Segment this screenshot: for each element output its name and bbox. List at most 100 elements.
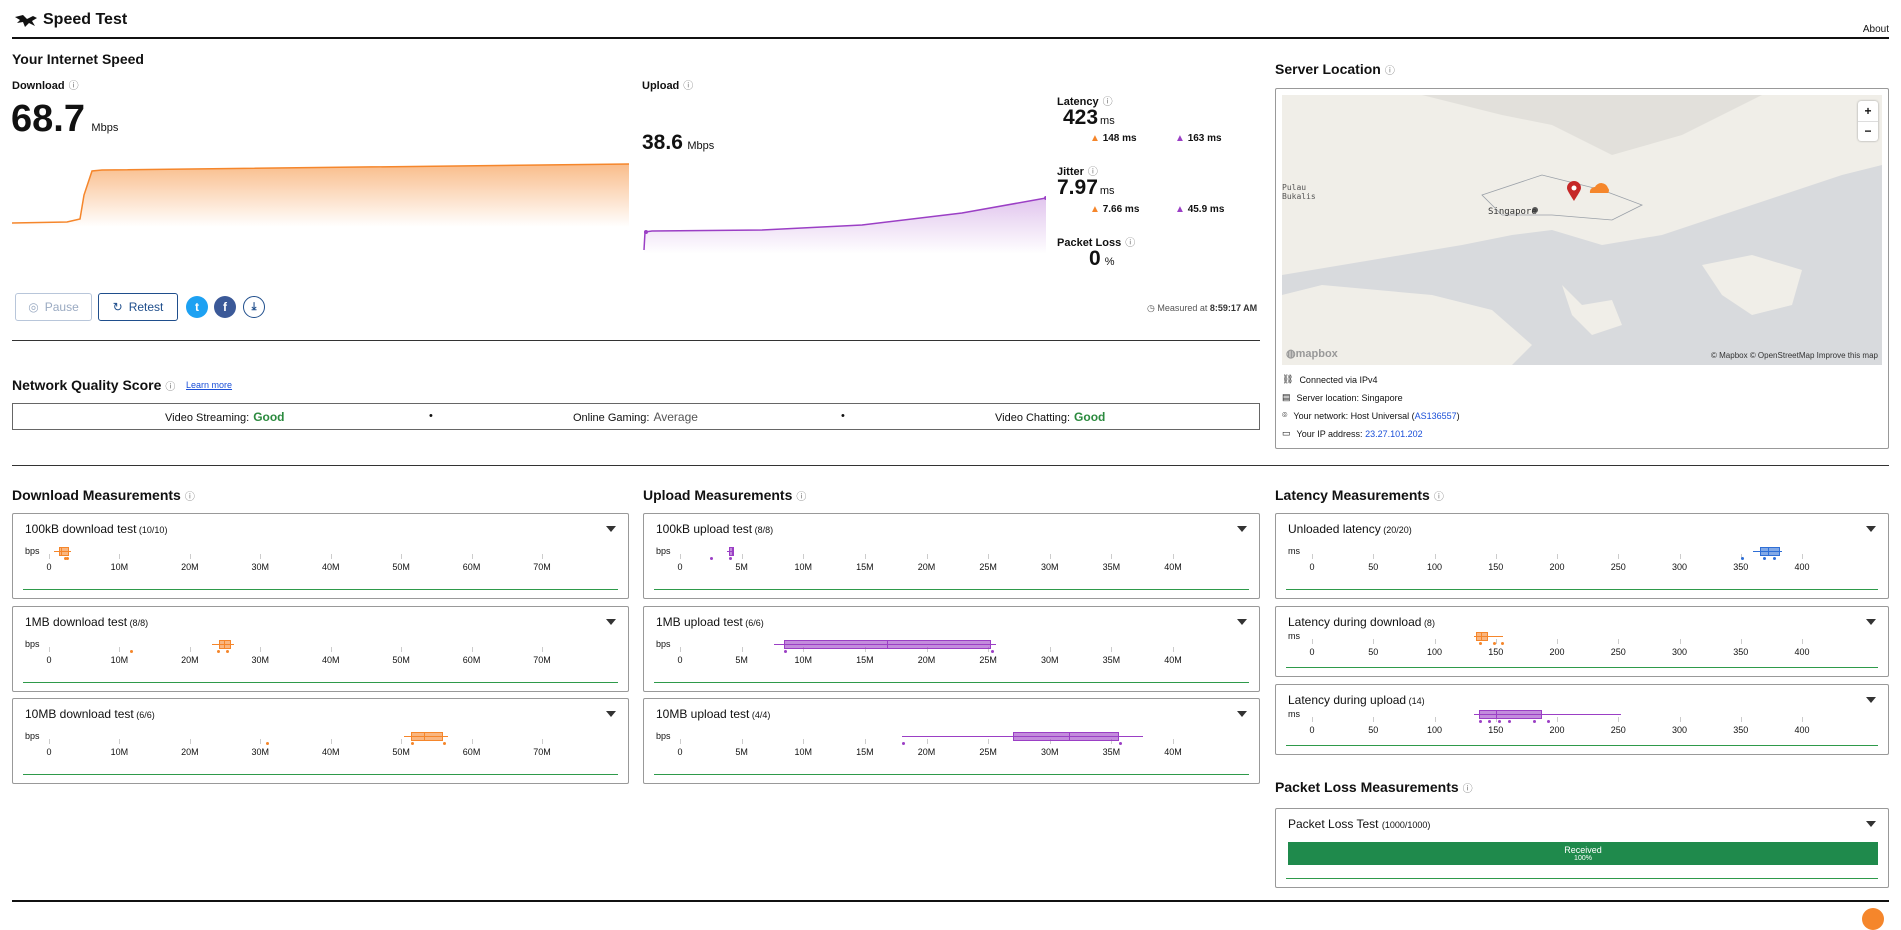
chevron-down-icon[interactable] [1237,619,1247,625]
data-point [901,742,905,745]
median-line [1767,547,1769,556]
ip-link[interactable]: 23.27.101.202 [1365,428,1423,439]
chevron-down-icon[interactable] [606,526,616,532]
data-point [990,650,994,653]
axis-tick-mark [1802,554,1803,559]
jitter-label: Jitter ⓘ [1057,166,1098,178]
axis-tick-mark [680,647,681,652]
upload-speed-chart [643,196,1046,254]
zoom-in-button[interactable]: + [1858,101,1878,122]
axis-unit: bps [25,731,40,741]
latency-test-card[interactable]: Latency during download (8) ms 0 50 100 150 20… [1275,606,1889,677]
axis-tick-mark [864,647,866,652]
axis-tick-mark [1373,717,1375,722]
mapbox-logo: ◍mapbox [1286,348,1338,360]
test-title: Latency during upload (14) [1288,693,1425,707]
chevron-down-icon[interactable] [1866,821,1876,827]
retest-button[interactable]: ↻ Retest [98,293,178,321]
latency-test-card[interactable]: Latency during upload (14) ms 0 50 100 150 200… [1275,684,1889,755]
upload-test-card[interactable]: 1MB upload test (6/6) bps 0 5M 10M 15M 20M 25M 3… [643,606,1260,692]
pause-button[interactable]: ◎ Pause [15,293,92,321]
chevron-down-icon[interactable] [1866,619,1876,625]
axis-tick-label: 40M [321,562,340,572]
upload-test-card[interactable]: 100kB upload test (8/8) bps 0 5M 10M 15M 20M 25… [643,513,1260,599]
download-results-button[interactable]: ⤓ [243,296,265,318]
download-measurements-title: Download Measurements ⓘ [12,487,195,503]
axis-tick-label: 30M [251,562,270,572]
axis-tick-mark [1802,717,1803,722]
axis-tick-label: 40M [321,655,340,665]
download-test-card[interactable]: 100kB download test (10/10) bps 0 10M 20M 30M… [12,513,629,599]
data-point [1740,557,1744,560]
data-point [66,557,70,560]
axis-tick-mark [330,647,332,652]
speed-divider [12,340,1260,341]
axis-tick-mark [1740,554,1742,559]
refresh-icon: ↻ [112,300,123,314]
axis-tick-mark [401,554,403,559]
latency-test-card[interactable]: Unloaded latency (20/20) ms 0 50 100 150 200 25… [1275,513,1889,599]
info-icon: ⓘ [184,492,195,503]
info-icon: ⓘ [1384,66,1395,77]
axis-tick-mark [189,554,191,559]
twitter-share-button[interactable]: t [186,296,208,318]
axis-tick-mark [1679,554,1681,559]
map-attribution[interactable]: © Mapbox © OpenStreetMap Improve this ma… [1711,351,1878,360]
baseline [23,682,618,683]
asn-link[interactable]: AS136557 [1414,410,1457,421]
axis-tick-label: 50 [1368,562,1379,572]
axis-tick-mark [1557,717,1558,722]
axis-tick-mark [189,739,191,744]
info-icon: ⓘ [796,492,807,503]
chevron-down-icon[interactable] [606,619,616,625]
download-arrow-icon: ▲ [1090,204,1100,215]
axis-tick-label: 250 [1610,647,1626,657]
chevron-down-icon[interactable] [606,711,616,717]
facebook-share-button[interactable]: f [214,296,236,318]
axis-tick-label: 30M [1040,562,1059,572]
info-icon: ⓘ [68,81,79,92]
chevron-down-icon[interactable] [1237,711,1247,717]
mapbox-icon: ◍ [1286,348,1296,360]
chevron-down-icon[interactable] [1866,526,1876,532]
data-point [1508,720,1511,723]
server-map[interactable]: Pulau Bukalis Singapore ◍mapbox © Mapbox… [1282,95,1882,365]
download-test-card[interactable]: 1MB download test (8/8) bps 0 10M 20M 30M 40M 5… [12,606,629,692]
server-marker-icon [1567,181,1581,206]
box-plot [219,640,232,649]
axis-tick-label: 40M [321,747,340,757]
axis-tick-label: 30M [1040,655,1059,665]
box-plot [1478,710,1543,719]
axis-tick-label: 5M [735,747,748,757]
axis-unit: ms [1288,709,1300,719]
axis-tick-mark [471,647,473,652]
info-icon: ⓘ [1125,238,1136,249]
upload-arrow-icon: ▲ [1175,204,1185,215]
upload-test-card[interactable]: 10MB upload test (4/4) bps 0 5M 10M 15M 20M 25M… [643,698,1260,784]
quality-title: Network Quality Score ⓘ [12,377,176,393]
download-test-card[interactable]: 10MB download test (6/6) bps 0 10M 20M 30M 40M… [12,698,629,784]
zoom-out-button[interactable]: − [1864,124,1872,138]
axis-tick-label: 40M [1164,747,1182,757]
axis-tick-label: 150 [1488,725,1504,735]
axis-unit: ms [1288,631,1300,641]
axis-tick-label: 5M [735,562,748,572]
info-icon: ⓘ [165,382,176,393]
speed-section-title: Your Internet Speed [12,51,144,67]
pause-icon: ◎ [28,300,39,314]
axis-tick-mark [1111,554,1113,559]
axis-tick-label: 5M [735,655,748,665]
axis-tick-label: 70M [533,747,551,757]
learn-more-link[interactable]: Learn more [186,380,233,390]
median-line [1069,732,1071,741]
axis-tick-mark [1618,717,1620,722]
axis-tick-mark [741,647,743,652]
chevron-down-icon[interactable] [1866,697,1876,703]
data-point [709,557,713,560]
about-link[interactable]: About [1862,24,1889,35]
axis-tick-mark [741,554,743,559]
jitter-down: ▲ 7.66 ms [1090,204,1140,215]
chevron-down-icon[interactable] [1237,526,1247,532]
axis-tick-label: 0 [677,655,683,665]
packet-loss-card[interactable]: Packet Loss Test (1000/1000) Received 10… [1275,808,1889,888]
